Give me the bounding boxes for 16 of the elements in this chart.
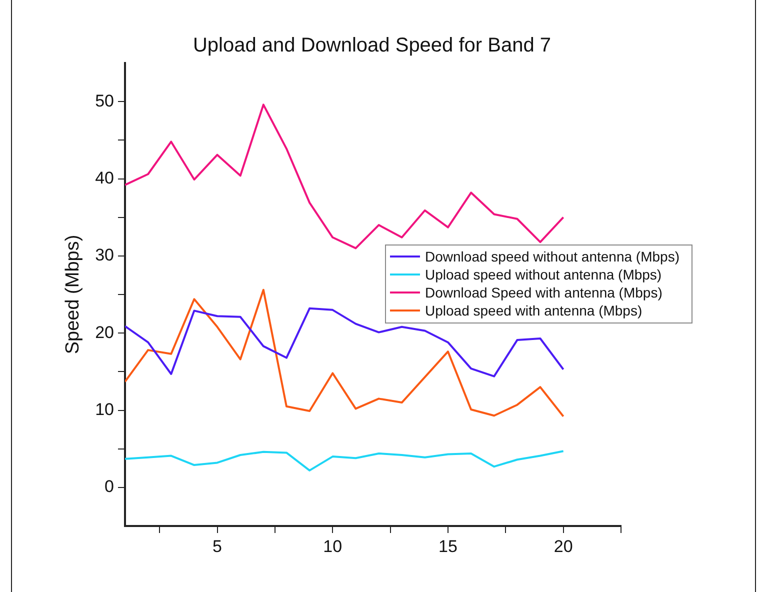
legend-label: Download speed without antenna (Mbps)	[425, 248, 680, 264]
x-tick-label: 20	[554, 536, 573, 556]
x-tick-label: 15	[438, 536, 458, 556]
y-tick-label: 0	[104, 477, 114, 496]
y-tick-label: 20	[95, 322, 114, 342]
y-tick-label: 50	[95, 91, 114, 110]
y-tick-label: 40	[95, 168, 114, 188]
x-tick-label: 5	[212, 536, 222, 556]
y-tick-label: 10	[95, 400, 114, 419]
legend-label: Upload speed without antenna (Mbps)	[425, 266, 662, 282]
legend-label: Upload speed with antenna (Mbps)	[425, 302, 642, 318]
y-tick-label: 30	[95, 246, 114, 265]
chart-title: Upload and Download Speed for Band 7	[192, 34, 552, 57]
x-tick-label: 10	[323, 536, 342, 556]
y-axis-title: Speed (Mbps)	[62, 234, 84, 354]
legend-label: Download Speed with antenna (Mbps)	[425, 284, 662, 300]
